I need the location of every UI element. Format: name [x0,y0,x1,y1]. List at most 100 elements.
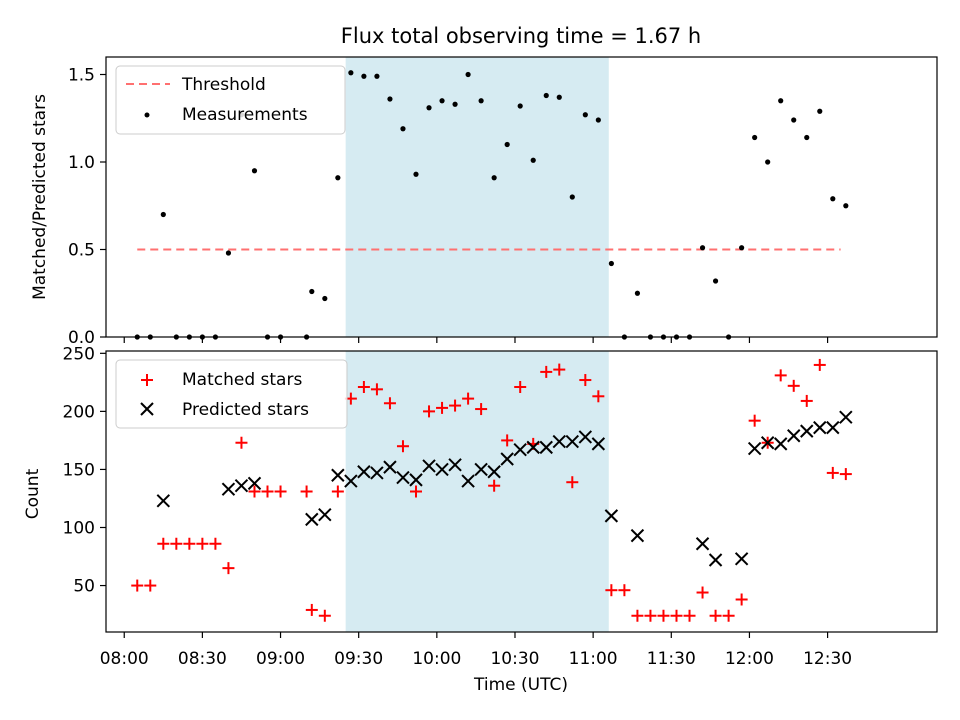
predicted-star-point [487,465,501,479]
matched-star-point [235,436,248,449]
matched-star-point [553,363,566,376]
legend-matched-label: Matched stars [182,370,302,390]
predicted-star-point [409,473,423,487]
count-x-ticks: 08:00 08:30 09:00 09:30 10:00 10:30 11:00 11:30… [100,632,852,669]
x-tick-label: 09:00 [256,649,305,669]
predicted-star-point [839,410,853,424]
predicted-star-point [526,440,540,455]
x-tick-label: 08:30 [178,649,227,669]
matched-star-point [131,579,144,592]
measurement-point [582,112,588,118]
predicted-star-point [747,441,762,456]
measurement-point [530,157,536,163]
matched-star-point [722,609,735,622]
ratio-y-tick-label: 1.0 [68,153,95,173]
predicted-star-point [357,465,371,479]
matched-star-point [331,485,344,498]
matched-star-point [839,468,852,481]
matched-star-point [475,403,488,416]
matched-star-point [748,414,761,427]
predicted-star-point [370,466,384,480]
predicted-star-point [578,430,593,444]
predicted-star-point [221,482,236,496]
matched-star-point [248,485,261,498]
measurement-point [595,117,601,123]
measurement-point [504,141,510,148]
ratio-panel: 0.0 0.5 1.0 1.5 Matched/Predicted stars Thr… [30,56,938,348]
measurement-point [843,203,849,209]
count-legend: Matched stars Predicted stars [115,359,348,429]
predicted-star-point [318,508,332,522]
legend-predicted-swatch [140,402,154,416]
predicted-star-point [331,468,345,482]
measurement-point [765,159,771,165]
legend-measurements-label: Measurements [182,105,308,125]
x-tick-label: 10:00 [412,649,461,669]
count-y-label: Count [23,468,43,519]
matched-star-point [644,609,657,622]
ratio-y-tick-label: 0.0 [68,328,95,348]
matched-star-point [144,579,157,592]
predicted-star-point [787,429,801,443]
measurement-point [817,108,823,114]
x-axis-label: Time (UTC) [473,675,568,695]
measurement-point [712,278,719,284]
measurement-point [160,211,166,218]
measurement-point [543,92,549,99]
matched-star-point [774,369,787,382]
ratio-y-ticks: 0.0 0.5 1.0 1.5 [68,66,106,348]
matched-star-point [800,394,813,407]
matched-star-point [735,593,748,606]
count-y-tick-label: 50 [73,577,95,597]
x-tick-label: 08:00 [100,649,149,669]
matched-star-point [826,466,839,479]
matched-star-point [305,603,318,616]
matched-star-point [566,476,579,489]
measurement-point [309,288,315,295]
measurement-point [739,245,745,251]
matched-star-point [222,562,235,575]
measurement-point [465,71,471,78]
predicted-star-point [539,440,553,455]
measurement-point [413,171,419,177]
matched-star-point [501,434,514,447]
legend-threshold-label: Threshold [181,75,266,95]
count-y-tick-label: 250 [63,344,95,364]
count-y-ticks: 50 100 150 200 250 [63,344,106,597]
predicted-star-point [630,528,645,543]
matched-star-point [157,537,170,550]
matched-star-point [383,397,396,410]
predicted-star-point [826,420,840,435]
ratio-x-ticks [123,337,829,343]
matched-star-point [696,586,709,599]
predicted-star-point [344,474,358,488]
matched-star-point [274,485,287,498]
count-y-tick-label: 200 [63,402,95,422]
matched-star-point [357,380,370,393]
matched-star-point [592,390,605,403]
measurement-point [322,295,328,302]
matched-star-point [170,537,183,550]
measurement-point [804,134,810,141]
legend-matched-swatch [141,374,153,386]
matched-star-point [514,380,527,393]
predicted-star-point [156,494,171,508]
count-shaded-region [345,351,609,632]
x-tick-label: 09:30 [334,649,383,669]
x-tick-label: 11:30 [647,649,696,669]
matched-star-point [631,609,644,622]
matched-star-point [605,584,618,597]
measurement-point [556,94,562,100]
x-tick-label: 12:30 [803,649,852,669]
predicted-star-point [565,434,580,449]
predicted-star-point [305,512,319,527]
matched-star-point [787,379,800,392]
matched-star-point [683,609,696,622]
measurement-point [608,260,614,267]
measurement-point [478,98,484,104]
measurement-point [634,290,641,296]
predicted-star-point [760,436,775,450]
matched-star-point [449,399,462,412]
matched-star-point [261,485,274,498]
